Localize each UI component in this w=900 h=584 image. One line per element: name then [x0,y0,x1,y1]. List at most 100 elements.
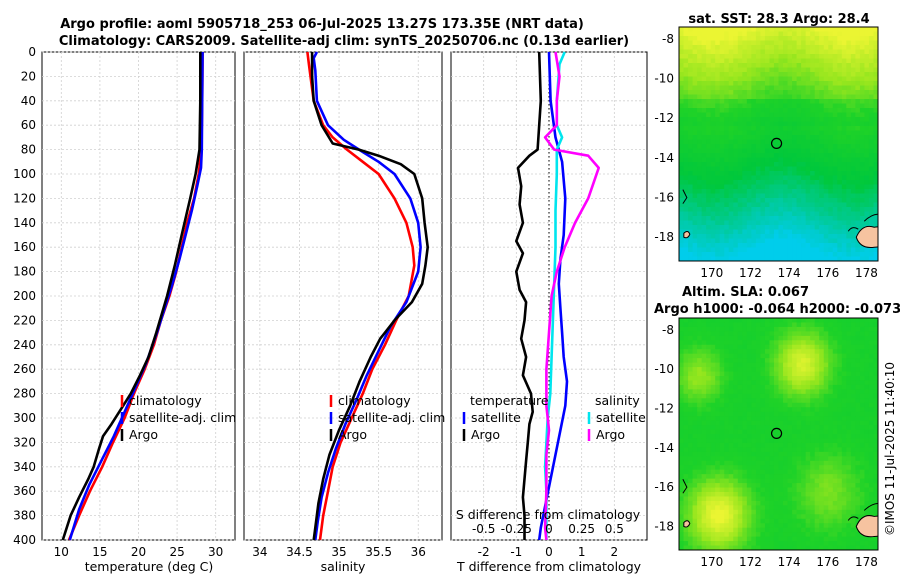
heatmap-cell [832,211,838,217]
heatmap-cell [760,234,766,240]
heatmap-cell [724,81,730,87]
heatmap-cell [832,90,838,96]
heatmap-cell [828,416,834,422]
heatmap-cell [697,478,703,484]
heatmap-cell [868,99,875,105]
heatmap-cell [846,207,852,213]
heatmap-cell [697,112,703,118]
heatmap-cell [760,402,766,408]
heatmap-cell [742,496,748,502]
heatmap-cell [746,380,752,386]
heatmap-cell [846,492,852,498]
heatmap-cell [728,376,734,382]
heatmap-cell [814,49,820,55]
x-tick-label: 34.5 [286,545,313,559]
heatmap-cell [814,483,820,489]
heatmap-cell [760,76,766,82]
heatmap-cell [719,331,725,337]
heatmap-cell [733,331,739,337]
heatmap-cell [792,171,798,177]
heatmap-cell [773,447,780,453]
heatmap-cell [724,225,730,231]
heatmap-cell [778,207,784,213]
heatmap-cell [692,202,698,208]
heatmap-cell [710,402,716,408]
heatmap-cell [701,447,707,453]
heatmap-cell [819,247,825,253]
heatmap-cell [715,130,721,136]
heatmap-cell [819,54,825,60]
heatmap-cell [810,456,816,462]
heatmap-cell [737,229,743,235]
heatmap-cell [805,536,811,542]
heatmap-cell [710,331,716,337]
heatmap-cell [819,460,825,466]
legend-climatology-label: climatology [338,393,411,408]
heatmap-cell [710,416,716,422]
heatmap-cell [742,202,748,208]
heatmap-cell [764,90,771,96]
heatmap-cell [769,243,775,249]
heatmap-cell [701,247,707,253]
heatmap-cell [755,411,762,417]
heatmap-cell [701,166,707,172]
heatmap-cell [724,411,730,417]
heatmap-cell [769,216,775,222]
heatmap-cell [810,54,816,60]
heatmap-cell [737,420,743,426]
heatmap-cell [692,514,698,520]
heatmap-cell [742,85,748,91]
heatmap-cell [692,94,698,100]
heatmap-cell [778,220,784,226]
heatmap-cell [715,407,721,413]
heatmap-cell [701,108,707,114]
heatmap-cell [692,434,698,440]
heatmap-cell [819,496,825,502]
heatmap-cell [728,509,734,515]
heatmap-cell [814,67,820,73]
heatmap-cell [724,243,730,249]
heatmap-cell [706,318,712,324]
heatmap-cell [683,353,689,359]
heatmap-cell [796,514,802,520]
heatmap-cell [868,63,875,69]
heatmap-cell [710,389,716,395]
heatmap-cell [683,371,689,377]
heatmap-cell [846,380,852,386]
heatmap-cell [796,402,802,408]
heatmap-cell [719,532,725,538]
heatmap-cell [873,148,878,154]
heatmap-cell [742,416,748,422]
heatmap-cell [733,465,739,471]
heatmap-cell [710,398,716,404]
heatmap-cell [837,45,843,51]
heatmap-cell [728,469,734,475]
heatmap-cell [733,76,739,82]
heatmap-cell [846,238,852,244]
heatmap-cell [796,425,802,431]
heatmap-cell [810,171,816,177]
heatmap-cell [692,532,698,538]
heatmap-cell [692,380,698,386]
heatmap-cell [796,252,802,258]
heatmap-cell [706,389,712,395]
heatmap-cell [801,496,807,502]
heatmap-cell [773,94,780,100]
heatmap-cell [783,193,789,199]
heatmap-cell [715,45,721,51]
heatmap-cell [796,478,802,484]
heatmap-cell [859,500,866,506]
heatmap-cell [850,202,856,208]
heatmap-cell [787,94,793,100]
heatmap-cell [733,442,739,448]
heatmap-cell [710,207,716,213]
heatmap-cell [683,456,689,462]
heatmap-cell [783,144,789,150]
heatmap-cell [832,108,838,114]
heatmap-cell [778,344,784,350]
heatmap-cell [764,243,771,249]
heatmap-cell [706,460,712,466]
heatmap-cell [755,175,762,181]
heatmap-cell [823,166,829,172]
s-difference-tick-labels: -0.5 -0.25 0 0.25 0.5 [472,522,624,536]
